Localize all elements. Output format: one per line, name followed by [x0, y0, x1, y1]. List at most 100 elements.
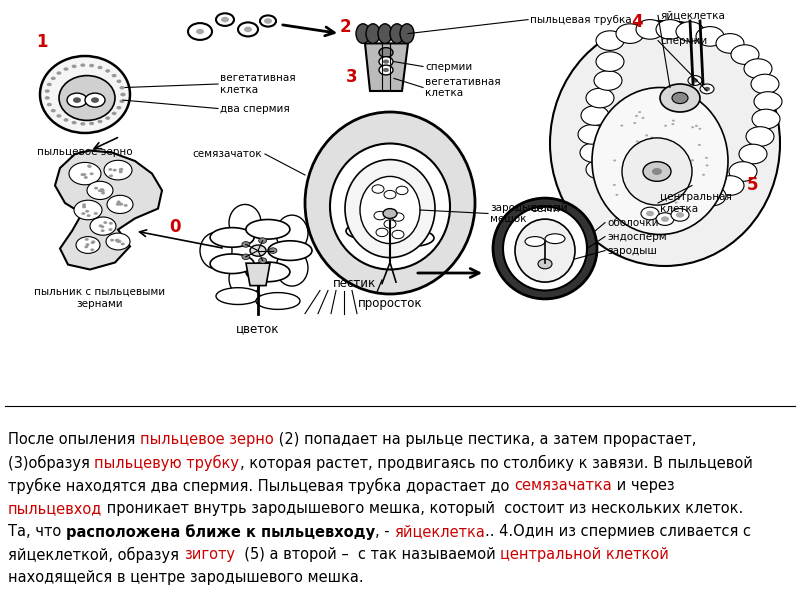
Ellipse shape: [305, 112, 475, 294]
Circle shape: [615, 194, 618, 196]
Circle shape: [90, 248, 94, 251]
Circle shape: [264, 18, 272, 24]
Circle shape: [384, 220, 396, 228]
Circle shape: [119, 100, 125, 103]
Circle shape: [101, 189, 105, 191]
Text: вегетативная
клетка: вегетативная клетка: [425, 77, 501, 98]
Circle shape: [705, 157, 708, 159]
Circle shape: [117, 200, 121, 203]
Circle shape: [692, 79, 698, 83]
Circle shape: [634, 145, 637, 147]
Circle shape: [76, 236, 100, 253]
Circle shape: [238, 22, 258, 37]
Circle shape: [660, 84, 700, 112]
Circle shape: [94, 187, 98, 190]
Circle shape: [681, 153, 684, 155]
Circle shape: [650, 137, 654, 139]
Circle shape: [90, 241, 94, 244]
Circle shape: [258, 258, 266, 263]
Circle shape: [86, 214, 90, 217]
Text: пыльцевое зерно: пыльцевое зерно: [140, 432, 274, 447]
Circle shape: [69, 163, 101, 185]
Text: яйцеклетка: яйцеклетка: [394, 524, 485, 539]
Text: пыльцевое зерно: пыльцевое зерно: [37, 147, 133, 157]
Polygon shape: [365, 43, 408, 91]
Circle shape: [731, 45, 759, 64]
Circle shape: [634, 192, 662, 211]
Circle shape: [85, 238, 89, 241]
Circle shape: [63, 118, 69, 122]
Ellipse shape: [515, 219, 575, 282]
Text: проникает внутрь зародышевого мешка, который  состоит из нескольких клеток.: проникает внутрь зародышевого мешка, кот…: [102, 501, 743, 516]
Text: 0: 0: [170, 218, 181, 236]
Text: (3)образуя: (3)образуя: [8, 455, 94, 471]
Circle shape: [630, 178, 633, 180]
Circle shape: [112, 74, 117, 77]
Circle shape: [242, 254, 250, 260]
Circle shape: [100, 226, 104, 228]
Circle shape: [45, 96, 50, 100]
Text: После опыления: После опыления: [8, 432, 140, 447]
Text: пыльник с пыльцевыми
зернами: пыльник с пыльцевыми зернами: [34, 287, 166, 308]
Circle shape: [672, 119, 675, 122]
Circle shape: [115, 239, 119, 241]
Circle shape: [80, 122, 86, 125]
Ellipse shape: [246, 262, 290, 282]
Circle shape: [383, 209, 397, 218]
Circle shape: [98, 66, 102, 69]
Text: спермии: спермии: [425, 61, 472, 71]
Circle shape: [662, 152, 664, 154]
Circle shape: [676, 212, 684, 218]
Circle shape: [616, 24, 644, 43]
Circle shape: [656, 20, 684, 39]
Circle shape: [98, 120, 102, 123]
Circle shape: [110, 239, 114, 242]
Circle shape: [729, 161, 757, 181]
Circle shape: [696, 26, 724, 46]
Text: и через: и через: [612, 478, 674, 493]
Circle shape: [674, 202, 678, 203]
Circle shape: [82, 173, 86, 176]
Circle shape: [670, 207, 674, 209]
Circle shape: [90, 172, 94, 175]
Ellipse shape: [345, 160, 435, 257]
Ellipse shape: [256, 293, 300, 310]
Circle shape: [620, 124, 623, 127]
Text: 4: 4: [631, 13, 643, 31]
Circle shape: [698, 144, 701, 146]
Circle shape: [372, 185, 384, 193]
Circle shape: [72, 121, 77, 124]
Circle shape: [73, 97, 81, 103]
Circle shape: [691, 126, 694, 128]
Ellipse shape: [545, 234, 565, 244]
Ellipse shape: [59, 76, 115, 121]
Circle shape: [117, 80, 122, 83]
Ellipse shape: [216, 288, 260, 304]
Ellipse shape: [40, 56, 130, 133]
Circle shape: [751, 74, 779, 94]
Ellipse shape: [390, 24, 404, 43]
Circle shape: [104, 160, 132, 180]
Circle shape: [50, 77, 56, 80]
Circle shape: [115, 239, 119, 242]
Text: яйцеклеткой, образуя: яйцеклеткой, образуя: [8, 547, 184, 563]
Circle shape: [683, 185, 686, 188]
Circle shape: [117, 202, 121, 205]
Circle shape: [646, 211, 654, 216]
Circle shape: [695, 125, 698, 127]
Circle shape: [598, 173, 626, 193]
Circle shape: [269, 248, 277, 253]
Circle shape: [690, 167, 693, 169]
Circle shape: [645, 134, 648, 136]
Ellipse shape: [229, 260, 261, 297]
Circle shape: [652, 168, 662, 175]
Ellipse shape: [400, 24, 414, 43]
Ellipse shape: [525, 236, 545, 247]
Circle shape: [242, 242, 250, 247]
Circle shape: [643, 211, 646, 212]
Circle shape: [94, 212, 98, 215]
Circle shape: [221, 17, 229, 22]
Circle shape: [118, 203, 122, 206]
Text: вегетативная
клетка: вегетативная клетка: [220, 73, 296, 95]
Circle shape: [374, 211, 386, 220]
